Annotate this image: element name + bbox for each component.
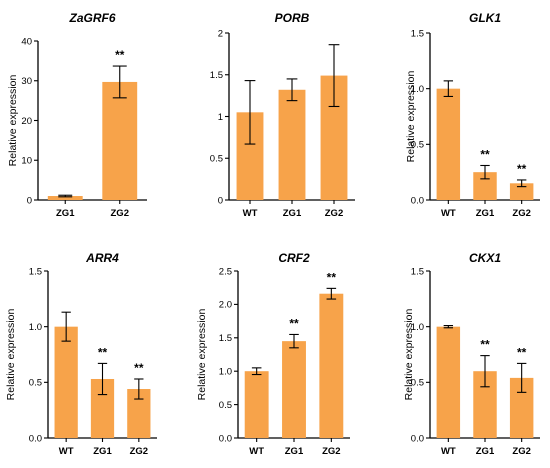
significance-label: ** bbox=[289, 316, 299, 330]
y-tick-label: 40 bbox=[21, 36, 32, 47]
bar-zg1 bbox=[47, 196, 83, 200]
y-tick-label: 1.5 bbox=[210, 70, 223, 81]
y-tick-label: 1.5 bbox=[29, 266, 42, 277]
y-tick-label: 0.5 bbox=[210, 154, 223, 165]
y-tick-label: 30 bbox=[21, 76, 32, 87]
chart-ckx1: CKX1 Relative expression 0.0 0.5 1.0 1.5 WT ** Z… bbox=[403, 251, 540, 457]
x-tick-label: WT bbox=[243, 208, 258, 219]
chart-title: ZaGRF6 bbox=[68, 11, 115, 25]
x-tick-label: ZG1 bbox=[93, 446, 112, 457]
significance-label: ** bbox=[327, 270, 337, 284]
bar-zg1 bbox=[278, 89, 306, 200]
y-axis-label: Relative expression bbox=[403, 309, 415, 401]
x-tick-label: ZG2 bbox=[325, 208, 343, 219]
chart-title: CKX1 bbox=[469, 251, 501, 265]
y-tick-label: 1 bbox=[218, 112, 223, 123]
y-axis-label: Relative expression bbox=[5, 309, 17, 401]
significance-label: ** bbox=[480, 147, 490, 161]
chart-title: CRF2 bbox=[278, 251, 310, 265]
bar-zg2 bbox=[127, 389, 151, 438]
bar-zg2 bbox=[509, 377, 534, 438]
y-tick-label: 0.0 bbox=[411, 433, 424, 444]
y-tick-label: 0.0 bbox=[29, 433, 42, 444]
y-tick-label: 20 bbox=[21, 116, 32, 127]
x-tick-label: ZG2 bbox=[111, 208, 129, 219]
y-tick-label: 1.0 bbox=[411, 322, 424, 333]
y-tick-label: 0 bbox=[218, 195, 223, 206]
y-tick-label: 1.0 bbox=[411, 84, 424, 95]
x-tick-label: ZG2 bbox=[130, 446, 148, 457]
x-tick-label: ZG1 bbox=[476, 208, 495, 219]
y-tick-label: 0.5 bbox=[219, 400, 232, 411]
significance-label: ** bbox=[480, 338, 490, 352]
x-tick-label: ZG1 bbox=[56, 208, 75, 219]
bar-wt bbox=[54, 326, 78, 438]
bar-zg2 bbox=[509, 183, 534, 200]
significance-label: ** bbox=[517, 162, 527, 176]
bar-zg1 bbox=[473, 371, 497, 438]
y-axis-label: Relative expression bbox=[7, 75, 19, 167]
y-tick-label: 0.5 bbox=[411, 378, 424, 389]
x-tick-label: ZG2 bbox=[322, 446, 340, 457]
y-tick-label: 1.5 bbox=[219, 333, 232, 344]
y-tick-label: 0.5 bbox=[411, 140, 424, 151]
bar-wt bbox=[244, 371, 269, 438]
chart-glk1: GLK1 Relative expression 0.0 0.5 1.0 1.5 WT ** Z… bbox=[405, 11, 540, 219]
x-tick-label: WT bbox=[59, 446, 74, 457]
y-axis-label: Relative expression bbox=[196, 309, 208, 401]
x-tick-label: WT bbox=[441, 446, 456, 457]
y-tick-label: 2.5 bbox=[219, 266, 232, 277]
y-tick-label: 1.0 bbox=[29, 322, 42, 333]
bar-zg2 bbox=[102, 81, 138, 200]
y-tick-label: 0.0 bbox=[411, 195, 424, 206]
x-tick-label: ZG1 bbox=[283, 208, 302, 219]
chart-arr4: ARR4 Relative expression 0.0 0.5 1.0 1.5 WT ** Z… bbox=[5, 251, 157, 457]
bar-wt bbox=[436, 326, 461, 438]
x-tick-label: ZG1 bbox=[285, 446, 304, 457]
y-tick-label: 1.5 bbox=[411, 266, 424, 277]
bar-zg1 bbox=[282, 341, 306, 438]
y-tick-label: 10 bbox=[21, 156, 32, 167]
chart-zagrf6: ZaGRF6 Relative expression 0 10 20 30 40 ZG1 ** Z… bbox=[7, 11, 147, 219]
x-tick-label: ZG2 bbox=[512, 208, 530, 219]
y-tick-label: 0.5 bbox=[29, 378, 42, 389]
chart-title: GLK1 bbox=[469, 11, 501, 25]
bar-zg1 bbox=[90, 378, 115, 438]
chart-title: PORB bbox=[275, 11, 310, 25]
chart-porb: PORB 0 0.5 1 1.5 2 WT ZG1 ZG2 bbox=[210, 11, 355, 219]
significance-label: ** bbox=[115, 48, 125, 62]
bar-zg2 bbox=[319, 293, 344, 438]
y-tick-label: 0 bbox=[27, 195, 32, 206]
x-tick-label: ZG1 bbox=[476, 446, 495, 457]
x-tick-label: ZG2 bbox=[512, 446, 530, 457]
bar-zg1 bbox=[473, 172, 497, 200]
x-tick-label: WT bbox=[441, 208, 456, 219]
bar-wt bbox=[436, 88, 461, 200]
y-tick-label: 1.0 bbox=[219, 367, 232, 378]
chart-crf2: CRF2 Relative expression 0.0 0.5 1.0 1.5 2.0 2.… bbox=[196, 251, 350, 457]
y-tick-label: 2.0 bbox=[219, 300, 232, 311]
significance-label: ** bbox=[517, 345, 527, 359]
y-axis-label: Relative expression bbox=[405, 71, 417, 163]
significance-label: ** bbox=[134, 361, 144, 375]
x-tick-label: WT bbox=[249, 446, 264, 457]
chart-title: ARR4 bbox=[85, 251, 119, 265]
y-tick-label: 0.0 bbox=[219, 433, 232, 444]
significance-label: ** bbox=[98, 345, 108, 359]
y-tick-label: 1.5 bbox=[411, 28, 424, 39]
y-tick-label: 2 bbox=[218, 28, 223, 39]
